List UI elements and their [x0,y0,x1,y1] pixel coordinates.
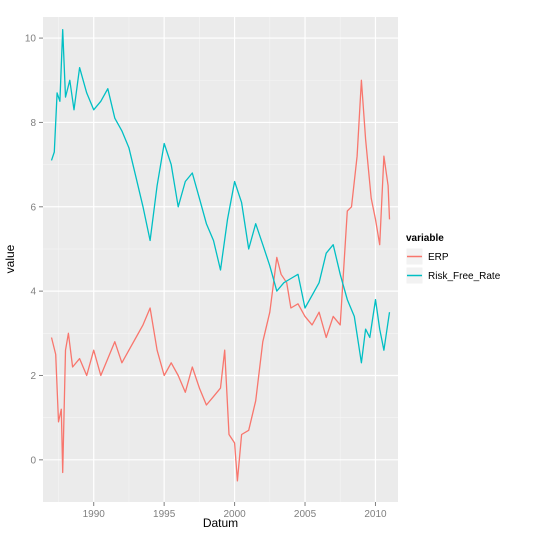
y-tick-label: 0 [30,455,36,466]
y-tick-label: 4 [30,287,36,298]
y-tick-label: 2 [30,371,36,382]
legend-title: variable [406,233,444,244]
x-tick-label: 2010 [364,509,387,520]
y-tick-label: 10 [25,34,37,45]
x-tick-label: 2005 [294,509,317,520]
y-tick-label: 8 [30,118,36,129]
x-tick-label: 2000 [223,509,246,520]
x-tick-label: 1995 [153,509,176,520]
series-lines [50,29,391,482]
major-gridlines [43,17,398,502]
y-tick-label: 6 [30,202,36,213]
series-line-risk-free-rate [50,29,391,364]
x-axis-title: Datum [203,516,238,530]
y-axis-title: value [3,244,17,273]
legend-label: ERP [428,252,449,263]
legend: variable ERP Risk_Free_Rate [405,233,501,285]
series-line-erp [50,79,391,482]
x-axis: 1990 1995 2000 2005 2010 [83,502,387,520]
x-tick-label: 1990 [83,509,106,520]
legend-label: Risk_Free_Rate [428,271,501,282]
y-axis: 0 2 4 6 8 10 [25,34,43,466]
